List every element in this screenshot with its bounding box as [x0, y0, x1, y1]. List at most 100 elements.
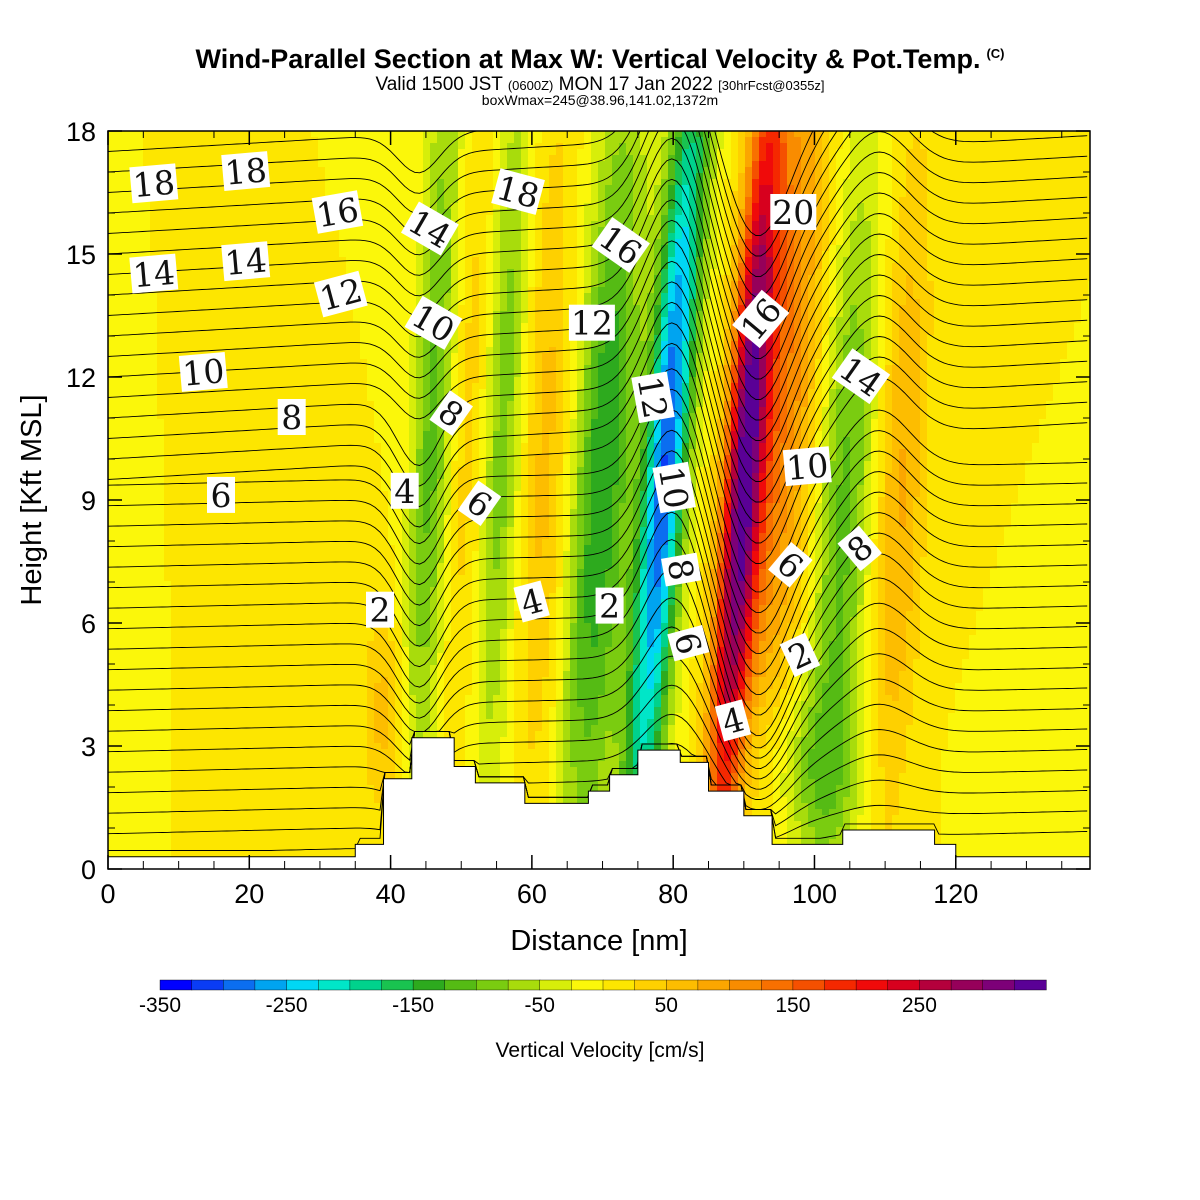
velocity-cell — [332, 239, 340, 246]
velocity-cell — [689, 299, 697, 306]
velocity-cell — [836, 275, 844, 282]
velocity-cell — [521, 317, 529, 324]
velocity-cell — [227, 209, 235, 216]
velocity-cell — [500, 215, 508, 222]
velocity-cell — [654, 179, 662, 186]
velocity-cell — [745, 167, 753, 174]
velocity-cell — [521, 221, 529, 228]
velocity-cell — [682, 209, 690, 216]
velocity-cell — [801, 335, 809, 342]
velocity-cell — [605, 173, 613, 180]
velocity-cell — [703, 155, 711, 162]
velocity-cell — [402, 149, 410, 156]
velocity-cell — [458, 335, 466, 342]
velocity-cell — [479, 143, 487, 150]
velocity-cell — [346, 173, 354, 180]
velocity-cell — [1046, 203, 1054, 210]
velocity-cell — [598, 197, 606, 204]
velocity-cell — [948, 233, 956, 240]
velocity-cell — [976, 149, 984, 156]
velocity-cell — [647, 263, 655, 270]
velocity-cell — [458, 305, 466, 312]
velocity-cell — [836, 179, 844, 186]
velocity-cell — [1067, 155, 1075, 162]
velocity-cell — [381, 323, 389, 330]
velocity-cell — [1046, 239, 1054, 246]
velocity-cell — [808, 179, 816, 186]
velocity-cell — [640, 329, 648, 336]
velocity-cell — [388, 143, 396, 150]
velocity-cell — [150, 299, 158, 306]
velocity-cell — [1039, 263, 1047, 270]
velocity-cell — [724, 293, 732, 300]
velocity-cell — [339, 131, 347, 138]
velocity-cell — [206, 311, 214, 318]
velocity-cell — [409, 161, 417, 168]
velocity-cell — [150, 251, 158, 258]
velocity-cell — [661, 203, 669, 210]
velocity-cell — [171, 197, 179, 204]
velocity-cell — [1018, 227, 1026, 234]
velocity-cell — [388, 137, 396, 144]
velocity-cell — [479, 341, 487, 348]
velocity-cell — [885, 323, 893, 330]
velocity-cell — [318, 185, 326, 192]
velocity-cell — [171, 233, 179, 240]
velocity-cell — [605, 203, 613, 210]
velocity-cell — [1088, 167, 1090, 174]
velocity-cell — [1004, 257, 1012, 264]
velocity-cell — [381, 155, 389, 162]
velocity-cell — [479, 251, 487, 258]
velocity-cell — [668, 209, 676, 216]
velocity-cell — [1046, 191, 1054, 198]
velocity-cell — [367, 215, 375, 222]
velocity-cell — [276, 305, 284, 312]
velocity-cell — [577, 293, 585, 300]
velocity-cell — [451, 257, 459, 264]
velocity-cell — [500, 149, 508, 156]
velocity-cell — [563, 335, 571, 342]
velocity-cell — [556, 149, 564, 156]
velocity-cell — [283, 299, 291, 306]
velocity-cell — [724, 323, 732, 330]
velocity-cell — [773, 263, 781, 270]
velocity-cell — [262, 305, 270, 312]
velocity-cell — [857, 269, 865, 276]
velocity-cell — [1025, 215, 1033, 222]
velocity-cell — [325, 317, 333, 324]
velocity-cell — [374, 239, 382, 246]
velocity-cell — [206, 221, 214, 228]
velocity-cell — [556, 209, 564, 216]
velocity-cell — [1039, 197, 1047, 204]
velocity-cell — [318, 269, 326, 276]
velocity-cell — [360, 269, 368, 276]
velocity-cell — [955, 137, 963, 144]
velocity-cell — [556, 299, 564, 306]
velocity-cell — [1018, 251, 1026, 258]
velocity-cell — [136, 149, 144, 156]
velocity-cell — [913, 209, 921, 216]
velocity-cell — [654, 185, 662, 192]
velocity-cell — [1067, 143, 1075, 150]
velocity-cell — [346, 161, 354, 168]
velocity-cell — [283, 167, 291, 174]
velocity-cell — [402, 275, 410, 282]
velocity-cell — [318, 263, 326, 270]
velocity-cell — [262, 341, 270, 348]
velocity-cell — [983, 191, 991, 198]
velocity-cell — [1018, 263, 1026, 270]
velocity-cell — [164, 335, 172, 342]
velocity-cell — [353, 239, 361, 246]
velocity-cell — [892, 179, 900, 186]
velocity-cell — [150, 239, 158, 246]
velocity-cell — [367, 197, 375, 204]
velocity-cell — [892, 161, 900, 168]
velocity-cell — [1088, 221, 1090, 228]
velocity-cell — [990, 221, 998, 228]
velocity-cell — [199, 269, 207, 276]
velocity-cell — [185, 245, 193, 252]
velocity-cell — [290, 305, 298, 312]
velocity-cell — [311, 185, 319, 192]
velocity-cell — [353, 245, 361, 252]
velocity-cell — [458, 329, 466, 336]
